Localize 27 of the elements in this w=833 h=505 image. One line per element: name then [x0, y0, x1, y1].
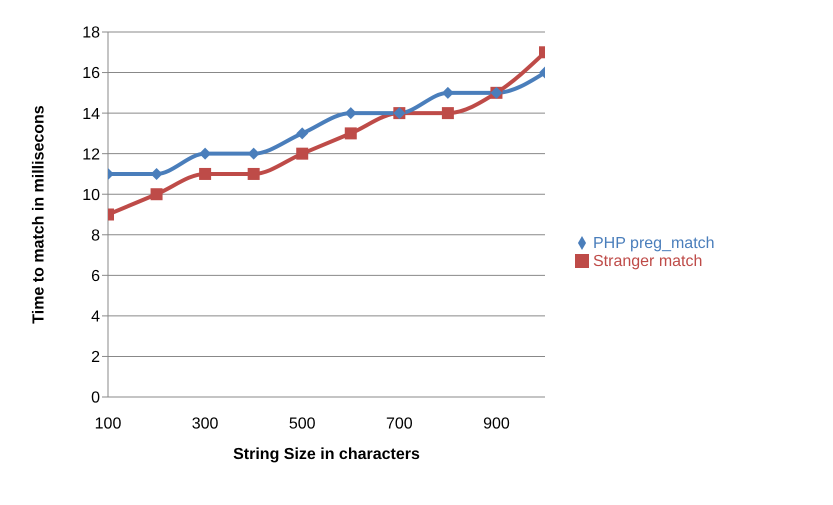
point: [248, 168, 260, 180]
y-tick-label: 2: [91, 349, 100, 366]
point: [442, 86, 454, 99]
y-tick-label: 4: [91, 308, 100, 326]
point: [442, 107, 454, 120]
y-tick-label: 16: [82, 65, 100, 82]
y-tick-label: 8: [91, 227, 100, 244]
y-tick-label: 18: [82, 24, 100, 42]
x-tick-label: 500: [288, 415, 316, 432]
y-axis-title: Time to match in millisecons: [30, 105, 48, 324]
point: [199, 168, 212, 180]
y-tick-label: 10: [82, 186, 100, 204]
x-tick-label: 300: [192, 415, 219, 432]
point: [296, 148, 308, 160]
point: [344, 127, 357, 140]
y-tick-label: 0: [91, 390, 100, 407]
point: [150, 188, 163, 200]
point: [296, 127, 308, 140]
x-tick-label: 700: [386, 415, 413, 432]
y-tick-label: 14: [82, 106, 100, 123]
y-tick-label: 6: [91, 268, 100, 286]
x-axis-title: String Size in characters: [233, 446, 420, 463]
x-tick-label: 900: [483, 415, 510, 432]
x-tick-label: 100: [94, 415, 122, 432]
legend-label: PHP preg_match: [593, 234, 715, 252]
legend-label: Stranger match: [593, 252, 702, 270]
y-tick-label: 12: [82, 146, 100, 164]
